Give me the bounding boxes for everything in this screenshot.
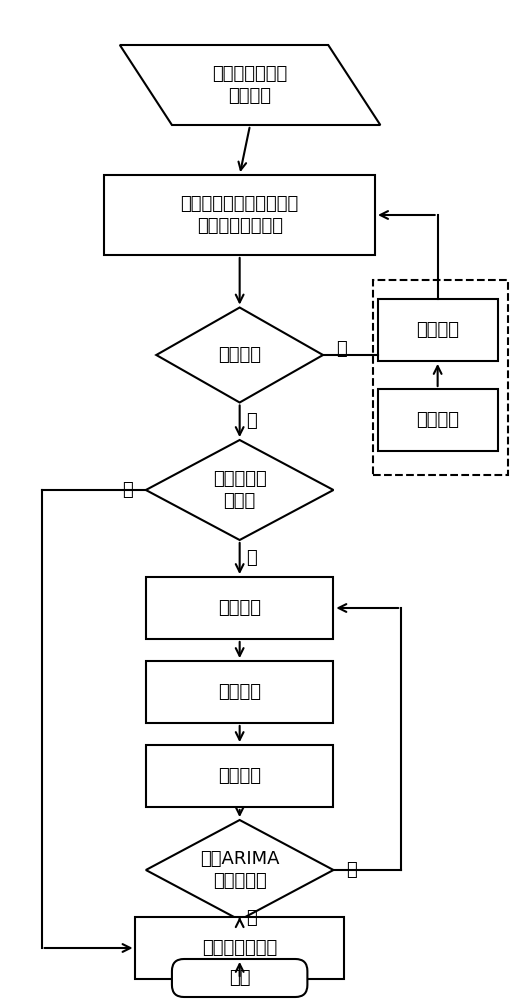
Text: 是否为白噪
声序列: 是否为白噪 声序列 — [213, 470, 267, 510]
Text: 一步或多步预测: 一步或多步预测 — [202, 939, 277, 957]
Bar — [146, 661, 333, 723]
Text: 否: 否 — [246, 550, 257, 568]
Text: 构建岩体裂隙序
列数据集: 构建岩体裂隙序 列数据集 — [213, 65, 288, 105]
Bar — [378, 299, 498, 361]
Bar — [146, 577, 333, 639]
Text: 是: 是 — [246, 910, 257, 928]
Polygon shape — [146, 440, 333, 540]
Text: 是否平稳: 是否平稳 — [218, 346, 261, 364]
Bar — [373, 280, 508, 475]
Text: 拟合ARIMA
模型合理性: 拟合ARIMA 模型合理性 — [200, 850, 279, 890]
Polygon shape — [156, 308, 323, 402]
Text: 利用时序图和相关系数图
检验数据集平稳性: 利用时序图和相关系数图 检验数据集平稳性 — [181, 195, 299, 235]
Polygon shape — [120, 45, 380, 125]
Text: 参数估计: 参数估计 — [218, 683, 261, 701]
Text: 是: 是 — [246, 412, 257, 430]
Text: 模型识别: 模型识别 — [218, 599, 261, 617]
Bar — [104, 175, 375, 255]
Bar — [146, 745, 333, 807]
Bar — [378, 389, 498, 451]
Text: 否: 否 — [336, 340, 346, 358]
Bar — [135, 917, 344, 979]
Text: 差分运算: 差分运算 — [416, 321, 459, 339]
FancyBboxPatch shape — [172, 959, 307, 997]
Text: 对数运算: 对数运算 — [416, 411, 459, 429]
Text: 否: 否 — [346, 861, 357, 879]
Text: 模型检验: 模型检验 — [218, 767, 261, 785]
Text: 是: 是 — [122, 481, 133, 499]
Polygon shape — [146, 820, 333, 920]
Text: 结束: 结束 — [229, 969, 251, 987]
